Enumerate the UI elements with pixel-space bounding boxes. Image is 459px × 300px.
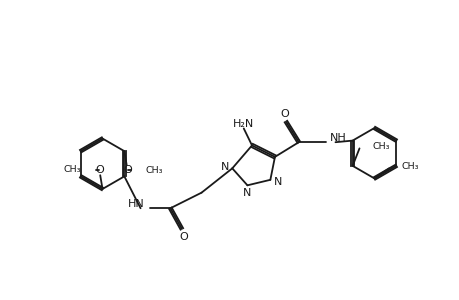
Text: O: O — [95, 165, 103, 175]
Text: CH₃: CH₃ — [146, 166, 163, 175]
Text: CH₃: CH₃ — [63, 165, 81, 174]
Text: CH₃: CH₃ — [371, 142, 389, 151]
Text: O: O — [123, 165, 132, 176]
Text: HN: HN — [127, 199, 144, 209]
Text: O: O — [179, 232, 188, 242]
Text: H₂N: H₂N — [233, 119, 254, 129]
Text: N: N — [221, 162, 229, 172]
Text: CH₃: CH₃ — [401, 162, 418, 171]
Text: NH: NH — [329, 133, 346, 142]
Text: N: N — [242, 188, 251, 198]
Text: O: O — [280, 109, 289, 119]
Text: N: N — [273, 177, 281, 187]
